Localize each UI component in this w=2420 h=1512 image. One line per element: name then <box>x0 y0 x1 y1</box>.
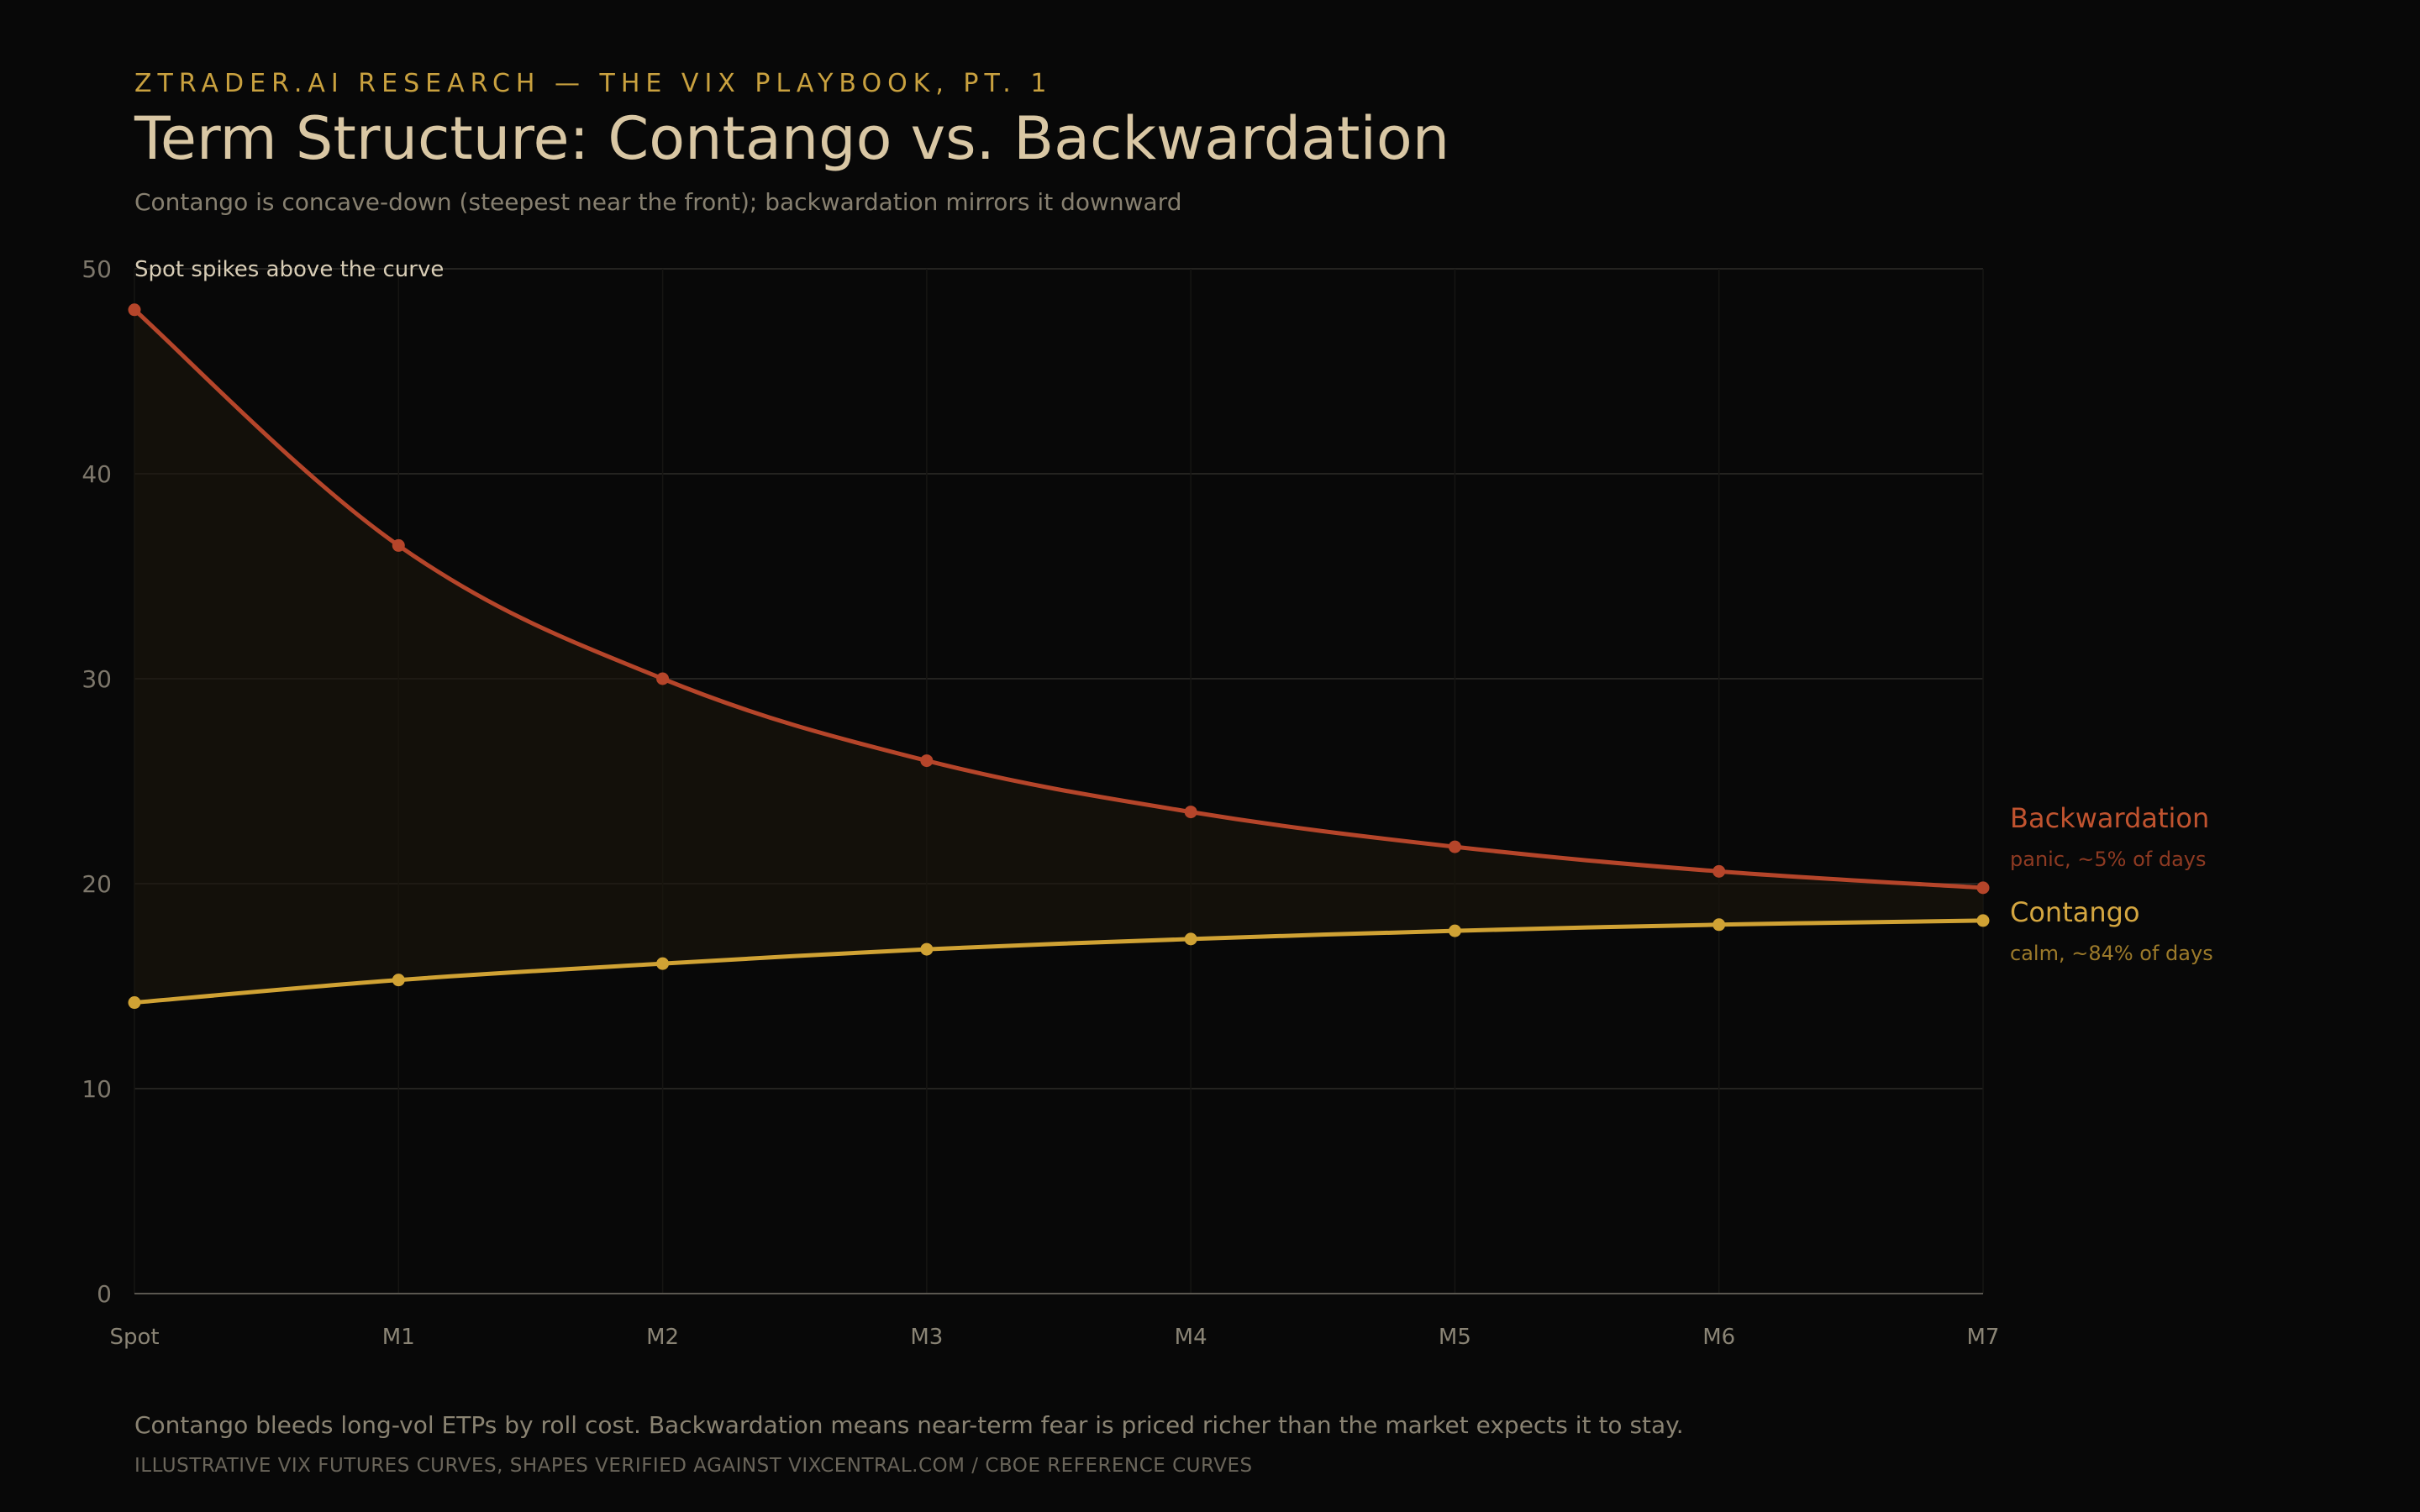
backwardation-point <box>1184 806 1197 819</box>
x-tick-label: M1 <box>382 1325 415 1350</box>
backwardation-point <box>656 672 670 685</box>
x-tick-label: M5 <box>1439 1325 1471 1350</box>
backwardation-legend-label: Backwardation <box>2010 802 2209 834</box>
y-tick-label: 0 <box>97 1280 112 1308</box>
x-tick-label: M3 <box>910 1325 943 1350</box>
point-layer <box>128 303 1990 1010</box>
x-tick-label: M6 <box>1702 1325 1735 1350</box>
contango-legend-label: Contango <box>2010 896 2140 928</box>
x-tick-label: M2 <box>646 1325 679 1350</box>
contango-point <box>656 957 670 970</box>
contango-line <box>132 918 1986 1005</box>
backwardation-point <box>392 538 405 552</box>
spot-annotation: Spot spikes above the curve <box>134 257 444 282</box>
y-tick-label: 10 <box>82 1075 112 1103</box>
y-tick-label: 50 <box>82 255 112 283</box>
contango-point <box>920 942 934 956</box>
axis-layer: 0 10 20 30 40 50 Spot M1 M2 M3 M4 M5 M6 M7 <box>82 255 1999 1350</box>
y-tick-label: 40 <box>82 460 112 488</box>
x-tick-label: Spot <box>109 1325 159 1350</box>
backwardation-point <box>128 303 141 317</box>
spread-fill <box>134 309 1983 1003</box>
report-kicker: ZTRADER.AI RESEARCH — THE VIX PLAYBOOK, … <box>134 69 1053 98</box>
backwardation-point <box>920 754 934 768</box>
contango-point <box>1712 918 1726 932</box>
x-tick-label: M4 <box>1175 1325 1207 1350</box>
backwardation-legend-note: panic, ~5% of days <box>2010 848 2207 871</box>
chart-subtitle: Contango is concave-down (steepest near … <box>134 188 1182 216</box>
contango-point <box>128 996 141 1010</box>
label-layer: Spot spikes above the curve Backwardation… <box>134 257 2213 965</box>
backwardation-point <box>1448 840 1461 853</box>
chart-footnote: Contango bleeds long-vol ETPs by roll co… <box>134 1411 1684 1439</box>
contango-point <box>1184 932 1197 946</box>
chart-title: Term Structure: Contango vs. Backwardati… <box>134 104 1450 173</box>
contango-point <box>392 974 405 987</box>
backwardation-point <box>1712 864 1726 878</box>
fill-layer <box>134 309 1983 1003</box>
contango-point <box>1448 924 1461 937</box>
contango-legend-note: calm, ~84% of days <box>2010 942 2213 965</box>
y-tick-label: 30 <box>82 665 112 693</box>
chart-source: ILLUSTRATIVE VIX FUTURES CURVES, SHAPES … <box>134 1455 1253 1477</box>
x-tick-label: M7 <box>1967 1325 2000 1350</box>
y-tick-label: 20 <box>82 870 112 898</box>
backwardation-point <box>1976 881 1990 895</box>
contango-point <box>1976 914 1990 927</box>
